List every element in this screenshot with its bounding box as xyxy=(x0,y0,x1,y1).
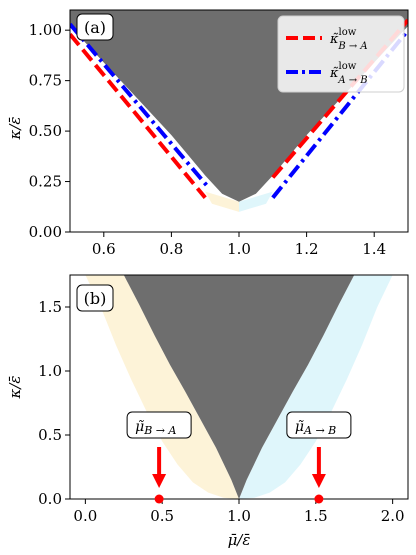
x-tick-label: 0.0 xyxy=(73,507,97,525)
y-tick-label: 0.5 xyxy=(38,426,62,444)
x-tick-label: 1.0 xyxy=(227,507,251,525)
series-a-to-b-segment-0 xyxy=(70,22,211,189)
panel-b-tag-text: (b) xyxy=(84,289,107,308)
annotation-arrow-head xyxy=(152,474,167,488)
region-right-light xyxy=(239,191,273,212)
annotation-box xyxy=(126,411,192,439)
annotation-label: μ̃B → A xyxy=(135,419,176,437)
panel-a-y-ticks: 0.00 0.25 0.50 0.75 1.00 xyxy=(29,21,70,241)
x-tick-label: 0.5 xyxy=(150,507,174,525)
x-tick-label: 1.2 xyxy=(295,240,319,258)
panel-b-annotations: μ̃B → A μ̃A → B xyxy=(126,411,352,504)
panel-a-tag-text: (a) xyxy=(84,18,106,37)
y-tick-label: 0.00 xyxy=(29,223,62,241)
panel-a-x-ticks: 0.6 0.8 1.0 1.2 1.4 xyxy=(92,232,386,258)
panel-b-x-ticks: 0.0 0.5 1.0 1.5 2.0 xyxy=(73,499,405,525)
panel-b-y-ticks: 0.0 0.5 1.0 1.5 xyxy=(38,298,70,508)
series-b-to-a-segment-0 xyxy=(70,32,207,199)
panel-b: 0.0 0.5 1.0 1.5 2.0 0.00.51.01.5 κ/ε̄ μ̄/ε̄ … xyxy=(6,274,409,549)
region-left-light xyxy=(205,191,239,212)
y-tick-label: 0.50 xyxy=(29,122,62,140)
annotation-b-to-a: μ̃B → A xyxy=(126,411,192,504)
point-marker xyxy=(154,494,164,504)
region-right-light xyxy=(239,275,393,499)
annotation-a-to-b: μ̃A → B xyxy=(286,411,352,504)
panel-b-tag: (b) xyxy=(76,284,114,312)
y-tick-label: 1.00 xyxy=(29,21,62,39)
series-a-to-b-segment-1 xyxy=(271,28,408,199)
region-left-light xyxy=(85,275,239,499)
y-tick-label: 0.75 xyxy=(29,72,62,90)
panel-a-tag: (a) xyxy=(76,13,114,41)
annotation-arrow-head xyxy=(311,474,326,488)
x-tick-label: 1.5 xyxy=(304,507,328,525)
panel-a: 0.6 0.8 1.0 1.2 1.4 0.00 0.25 0.50 0.75 1.00 κ/ε… xyxy=(6,9,409,258)
x-tick-label: 2.0 xyxy=(381,507,405,525)
point-marker xyxy=(314,494,324,504)
y-tick-label: 0.0 xyxy=(38,490,62,508)
x-tick-label: 0.8 xyxy=(159,240,183,258)
y-tick-label: 1.0 xyxy=(38,362,62,380)
panel-a-legend: κ̃low B → A κ̃low A → B xyxy=(277,15,405,93)
annotation-label: μ̃A → B xyxy=(295,419,336,437)
y-tick-label: 1.5 xyxy=(38,298,62,316)
x-tick-label: 0.6 xyxy=(92,240,116,258)
legend-label-b-to-a: κ̃low B → A xyxy=(329,27,368,52)
x-tick-label: 1.0 xyxy=(227,240,251,258)
y-tick-label: 0.25 xyxy=(29,173,62,191)
panel-b-plot-area xyxy=(85,275,393,499)
panel-a-y-axis-label: κ/ε̄ xyxy=(6,117,24,141)
legend-label-a-to-b: κ̃low A → B xyxy=(329,61,368,86)
x-tick-label: 1.4 xyxy=(362,240,386,258)
annotation-box xyxy=(286,411,352,439)
panel-b-y-axis-label: κ/ε̄ xyxy=(6,376,24,400)
panel-b-x-axis-label: μ̄/ε̄ xyxy=(228,531,251,549)
region-dark xyxy=(123,275,355,499)
